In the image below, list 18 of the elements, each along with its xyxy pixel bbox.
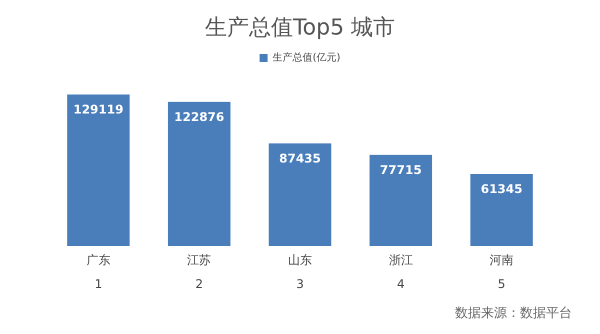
x-tick-label: 江苏 2 bbox=[187, 253, 212, 291]
x-tick-label: 广东 1 bbox=[86, 253, 110, 291]
data-label: 61345 bbox=[480, 182, 522, 196]
bar bbox=[67, 94, 130, 246]
legend-label: 生产总值(亿元) bbox=[272, 52, 340, 64]
chart-title: 生产总值Top5 城市 bbox=[204, 16, 396, 40]
data-label: 87435 bbox=[279, 151, 321, 166]
x-tick-label: 山东 3 bbox=[288, 253, 312, 291]
bar bbox=[470, 174, 533, 246]
bar bbox=[370, 154, 432, 246]
data-label: 129119 bbox=[73, 102, 124, 116]
source-note: 数据来源：数据平台 bbox=[455, 306, 572, 321]
bar bbox=[168, 102, 230, 246]
x-tick-label: 河南 5 bbox=[490, 253, 514, 291]
data-label: 122876 bbox=[174, 110, 224, 124]
x-tick-label: 浙江 4 bbox=[388, 253, 413, 291]
data-label: 77715 bbox=[380, 162, 422, 177]
bar bbox=[268, 143, 332, 246]
